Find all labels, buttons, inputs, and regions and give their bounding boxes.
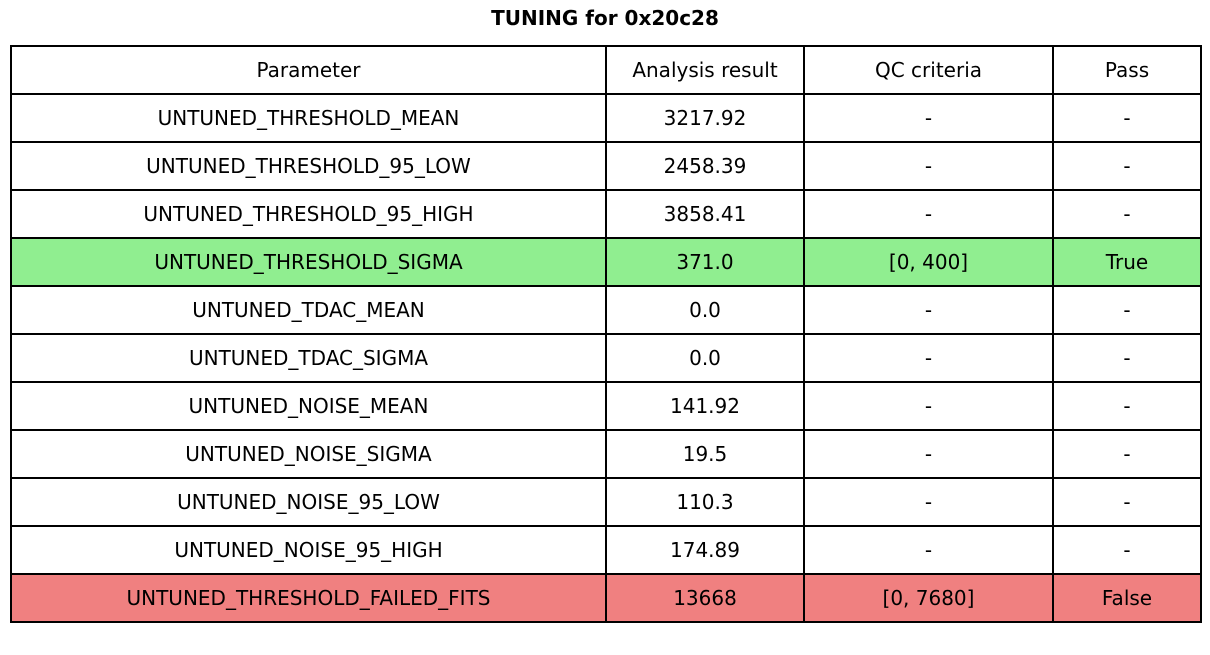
parameter-cell: UNTUNED_THRESHOLD_MEAN: [10, 93, 607, 143]
parameter-cell: UNTUNED_TDAC_SIGMA: [10, 333, 607, 383]
analysis-result-cell: 13668: [605, 573, 805, 623]
column-header-pass: Pass: [1052, 45, 1202, 95]
analysis-result-cell: 0.0: [605, 333, 805, 383]
analysis-result-cell: 110.3: [605, 477, 805, 527]
parameter-cell: UNTUNED_NOISE_SIGMA: [10, 429, 607, 479]
qc-criteria-cell: [0, 400]: [803, 237, 1054, 287]
parameter-cell: UNTUNED_TDAC_MEAN: [10, 285, 607, 335]
pass-cell: -: [1052, 333, 1202, 383]
pass-cell: -: [1052, 93, 1202, 143]
table-row: UNTUNED_NOISE_95_LOW 110.3 - -: [10, 477, 1202, 527]
pass-cell: -: [1052, 189, 1202, 239]
table-row: UNTUNED_NOISE_95_HIGH 174.89 - -: [10, 525, 1202, 575]
qc-criteria-cell: -: [803, 429, 1054, 479]
pass-cell: -: [1052, 141, 1202, 191]
qc-criteria-cell: -: [803, 333, 1054, 383]
parameter-cell: UNTUNED_NOISE_95_LOW: [10, 477, 607, 527]
table-row: UNTUNED_NOISE_SIGMA 19.5 - -: [10, 429, 1202, 479]
qc-criteria-cell: -: [803, 477, 1054, 527]
qc-criteria-cell: -: [803, 93, 1054, 143]
pass-cell: -: [1052, 381, 1202, 431]
analysis-result-cell: 2458.39: [605, 141, 805, 191]
parameter-cell: UNTUNED_THRESHOLD_SIGMA: [10, 237, 607, 287]
pass-cell: -: [1052, 525, 1202, 575]
qc-criteria-cell: -: [803, 189, 1054, 239]
qc-table: Parameter Analysis result QC criteria Pa…: [10, 45, 1202, 623]
table-row: UNTUNED_THRESHOLD_95_LOW 2458.39 - -: [10, 141, 1202, 191]
qc-criteria-cell: -: [803, 525, 1054, 575]
analysis-result-cell: 19.5: [605, 429, 805, 479]
pass-cell: -: [1052, 477, 1202, 527]
pass-cell: -: [1052, 285, 1202, 335]
qc-criteria-cell: -: [803, 285, 1054, 335]
table-row: UNTUNED_TDAC_SIGMA 0.0 - -: [10, 333, 1202, 383]
parameter-cell: UNTUNED_NOISE_MEAN: [10, 381, 607, 431]
analysis-result-cell: 174.89: [605, 525, 805, 575]
parameter-cell: UNTUNED_THRESHOLD_95_LOW: [10, 141, 607, 191]
table-row: UNTUNED_THRESHOLD_SIGMA 371.0 [0, 400] T…: [10, 237, 1202, 287]
qc-criteria-cell: -: [803, 381, 1054, 431]
table-row: UNTUNED_NOISE_MEAN 141.92 - -: [10, 381, 1202, 431]
qc-criteria-cell: -: [803, 141, 1054, 191]
header-row: Parameter Analysis result QC criteria Pa…: [10, 45, 1202, 95]
table-row: UNTUNED_TDAC_MEAN 0.0 - -: [10, 285, 1202, 335]
pass-cell: False: [1052, 573, 1202, 623]
figure-title: TUNING for 0x20c28: [491, 6, 719, 30]
table-row: UNTUNED_THRESHOLD_FAILED_FITS 13668 [0, …: [10, 573, 1202, 623]
column-header-qc-criteria: QC criteria: [803, 45, 1054, 95]
parameter-cell: UNTUNED_THRESHOLD_95_HIGH: [10, 189, 607, 239]
table-row: UNTUNED_THRESHOLD_MEAN 3217.92 - -: [10, 93, 1202, 143]
analysis-result-cell: 141.92: [605, 381, 805, 431]
qc-criteria-cell: [0, 7680]: [803, 573, 1054, 623]
analysis-result-cell: 0.0: [605, 285, 805, 335]
column-header-parameter: Parameter: [10, 45, 607, 95]
pass-cell: -: [1052, 429, 1202, 479]
parameter-cell: UNTUNED_NOISE_95_HIGH: [10, 525, 607, 575]
column-header-analysis-result: Analysis result: [605, 45, 805, 95]
analysis-result-cell: 3858.41: [605, 189, 805, 239]
parameter-cell: UNTUNED_THRESHOLD_FAILED_FITS: [10, 573, 607, 623]
analysis-result-cell: 371.0: [605, 237, 805, 287]
pass-cell: True: [1052, 237, 1202, 287]
table-row: UNTUNED_THRESHOLD_95_HIGH 3858.41 - -: [10, 189, 1202, 239]
analysis-result-cell: 3217.92: [605, 93, 805, 143]
